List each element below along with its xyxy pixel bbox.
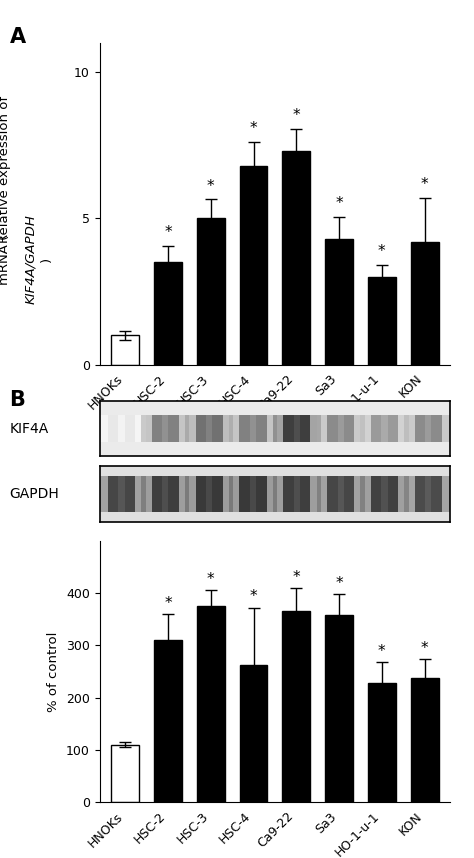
Bar	[317, 475, 344, 512]
Bar	[404, 415, 431, 442]
Bar	[371, 415, 398, 442]
Y-axis label: % of control: % of control	[47, 631, 60, 711]
Bar	[250, 475, 277, 512]
Bar	[382, 475, 409, 512]
Bar	[411, 678, 438, 802]
Text: *: *	[292, 108, 300, 124]
Bar	[294, 475, 321, 512]
Bar	[229, 415, 256, 442]
Text: GAPDH: GAPDH	[9, 486, 59, 501]
Bar	[97, 475, 125, 512]
Bar	[317, 415, 344, 442]
Bar	[404, 475, 431, 512]
Bar	[371, 475, 398, 512]
Bar	[368, 277, 396, 365]
Bar	[118, 475, 146, 512]
Bar	[97, 415, 125, 442]
Text: *: *	[378, 644, 386, 659]
Text: *: *	[292, 570, 300, 584]
Bar	[118, 415, 146, 442]
Bar	[206, 415, 233, 442]
Bar	[283, 151, 310, 365]
Bar	[239, 415, 266, 442]
Bar	[425, 415, 453, 442]
Bar	[229, 475, 256, 512]
Text: *: *	[250, 589, 257, 604]
Text: B: B	[9, 390, 25, 410]
Bar	[162, 415, 190, 442]
Bar	[283, 415, 310, 442]
Bar	[111, 335, 139, 365]
Bar	[239, 475, 266, 512]
Bar	[197, 219, 225, 365]
Bar	[327, 475, 354, 512]
Bar	[108, 415, 135, 442]
Bar	[206, 475, 233, 512]
Text: mRNA (: mRNA (	[0, 234, 11, 285]
Bar	[283, 475, 310, 512]
Text: *: *	[335, 577, 343, 591]
Text: ): )	[40, 257, 54, 262]
Bar	[360, 415, 388, 442]
Text: *: *	[207, 178, 215, 194]
Bar	[327, 415, 354, 442]
Text: Relative expression of: Relative expression of	[0, 96, 11, 243]
Bar	[325, 615, 353, 802]
Bar	[283, 611, 310, 802]
Bar	[162, 475, 190, 512]
Bar	[240, 665, 267, 802]
Bar	[250, 415, 277, 442]
Bar	[337, 415, 365, 442]
Bar	[154, 640, 182, 802]
Bar	[141, 415, 168, 442]
Bar	[111, 745, 139, 802]
Text: *: *	[421, 641, 428, 656]
Bar	[273, 475, 300, 512]
Bar	[185, 415, 212, 442]
Text: *: *	[378, 245, 386, 259]
Bar	[196, 475, 223, 512]
Text: *: *	[164, 226, 172, 240]
Bar	[382, 415, 409, 442]
Bar	[337, 475, 365, 512]
Bar	[415, 415, 442, 442]
Bar	[152, 475, 179, 512]
Bar	[360, 475, 388, 512]
Bar	[152, 415, 179, 442]
Bar	[294, 415, 321, 442]
Text: *: *	[164, 595, 172, 611]
Text: *: *	[335, 196, 343, 211]
Text: KIF4A/GAPDH: KIF4A/GAPDH	[24, 214, 37, 305]
Text: *: *	[250, 122, 257, 136]
Text: KIF4A: KIF4A	[9, 421, 49, 436]
Text: *: *	[421, 177, 428, 192]
Text: *: *	[207, 572, 215, 587]
Bar	[108, 475, 135, 512]
Bar	[185, 475, 212, 512]
Bar	[273, 415, 300, 442]
Text: A: A	[9, 27, 26, 47]
Bar	[411, 242, 438, 365]
Bar	[196, 415, 223, 442]
Bar	[197, 606, 225, 802]
Bar	[415, 475, 442, 512]
Bar	[154, 263, 182, 365]
Bar	[240, 166, 267, 365]
Bar	[141, 475, 168, 512]
Bar	[425, 475, 453, 512]
Bar	[368, 683, 396, 802]
Bar	[325, 239, 353, 365]
